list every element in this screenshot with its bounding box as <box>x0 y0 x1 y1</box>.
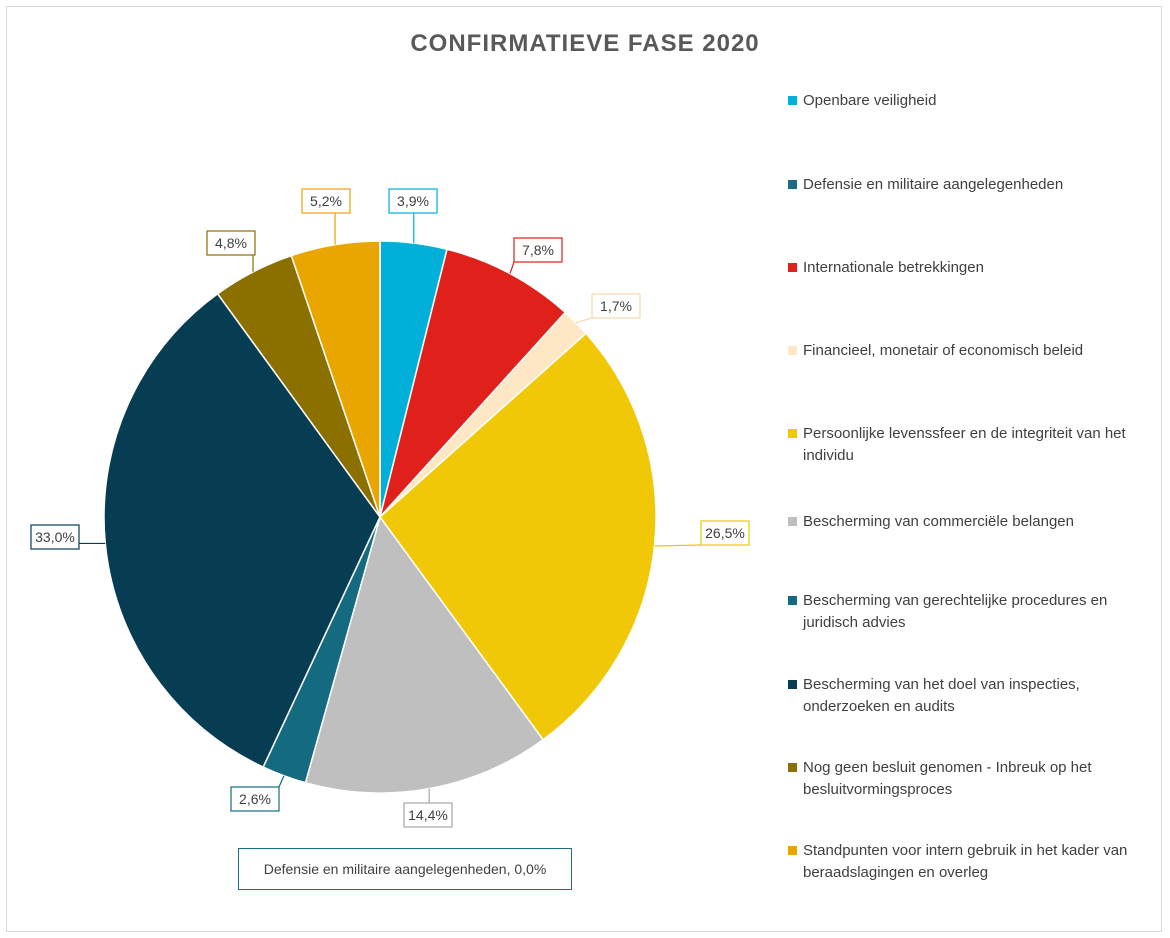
legend-swatch <box>788 429 797 438</box>
data-label-4: 26,5% <box>705 525 745 541</box>
data-label-box-4 <box>700 520 750 546</box>
legend-label: Nog geen besluit genomen - Inbreuk op he… <box>803 759 1092 798</box>
legend-label: Defensie en militaire aangelegenheden <box>803 176 1064 193</box>
legend-swatch <box>788 517 797 526</box>
data-label-box-3 <box>591 293 641 319</box>
legend-swatch <box>788 263 797 272</box>
data-label-box-0 <box>388 188 438 214</box>
pie-slice-9 <box>290 240 381 518</box>
data-label-8: 4,8% <box>215 235 247 251</box>
data-label-box-9 <box>301 188 351 214</box>
legend-swatch <box>788 596 797 605</box>
legend-swatch <box>788 180 797 189</box>
legend-swatch <box>788 846 797 855</box>
label-leader-line-4 <box>654 544 702 547</box>
legend-swatch <box>788 763 797 772</box>
legend-swatch <box>788 680 797 689</box>
label-leader-line-6 <box>278 775 285 788</box>
legend-label: Bescherming van het doel van inspecties,… <box>803 676 1080 715</box>
data-label-box-6 <box>230 786 280 812</box>
legend-label: Bescherming van gerechtelijke procedures… <box>803 592 1108 631</box>
legend-label: Persoonlijke levenssfeer en de integrite… <box>803 425 1126 464</box>
legend-swatch <box>788 96 797 105</box>
data-label-box-5 <box>403 802 453 828</box>
legend-swatch <box>788 346 797 355</box>
data-label-3: 1,7% <box>600 298 632 314</box>
data-label-5: 14,4% <box>408 807 448 823</box>
data-label-9: 5,2% <box>310 193 342 209</box>
legend-label: Internationale betrekkingen <box>803 259 984 276</box>
label-leader-line-2 <box>509 261 515 274</box>
legend-label: Financieel, monetair of economisch belei… <box>803 342 1084 359</box>
data-label-7: 33,0% <box>35 529 75 545</box>
pie-slice-5 <box>304 515 545 794</box>
data-label-box-8 <box>206 230 256 256</box>
pie-slice-7 <box>103 292 381 769</box>
data-label-box-7 <box>30 524 80 550</box>
legend-label: Standpunten voor intern gebruik in het k… <box>803 842 1128 881</box>
legend-label: Bescherming van commerciële belangen <box>803 513 1074 530</box>
legend-label: Openbare veiligheid <box>803 92 937 109</box>
data-label-0: 3,9% <box>397 193 429 209</box>
label-leader-line-3 <box>575 317 593 324</box>
chart-title: CONFIRMATIEVE FASE 2020 <box>410 30 760 57</box>
data-label-2: 7,8% <box>522 242 554 258</box>
data-label-box-2 <box>513 237 563 263</box>
data-label-6: 2,6% <box>239 791 271 807</box>
zero-value-data-label: Defensie en militaire aangelegenheden, 0… <box>238 848 572 890</box>
